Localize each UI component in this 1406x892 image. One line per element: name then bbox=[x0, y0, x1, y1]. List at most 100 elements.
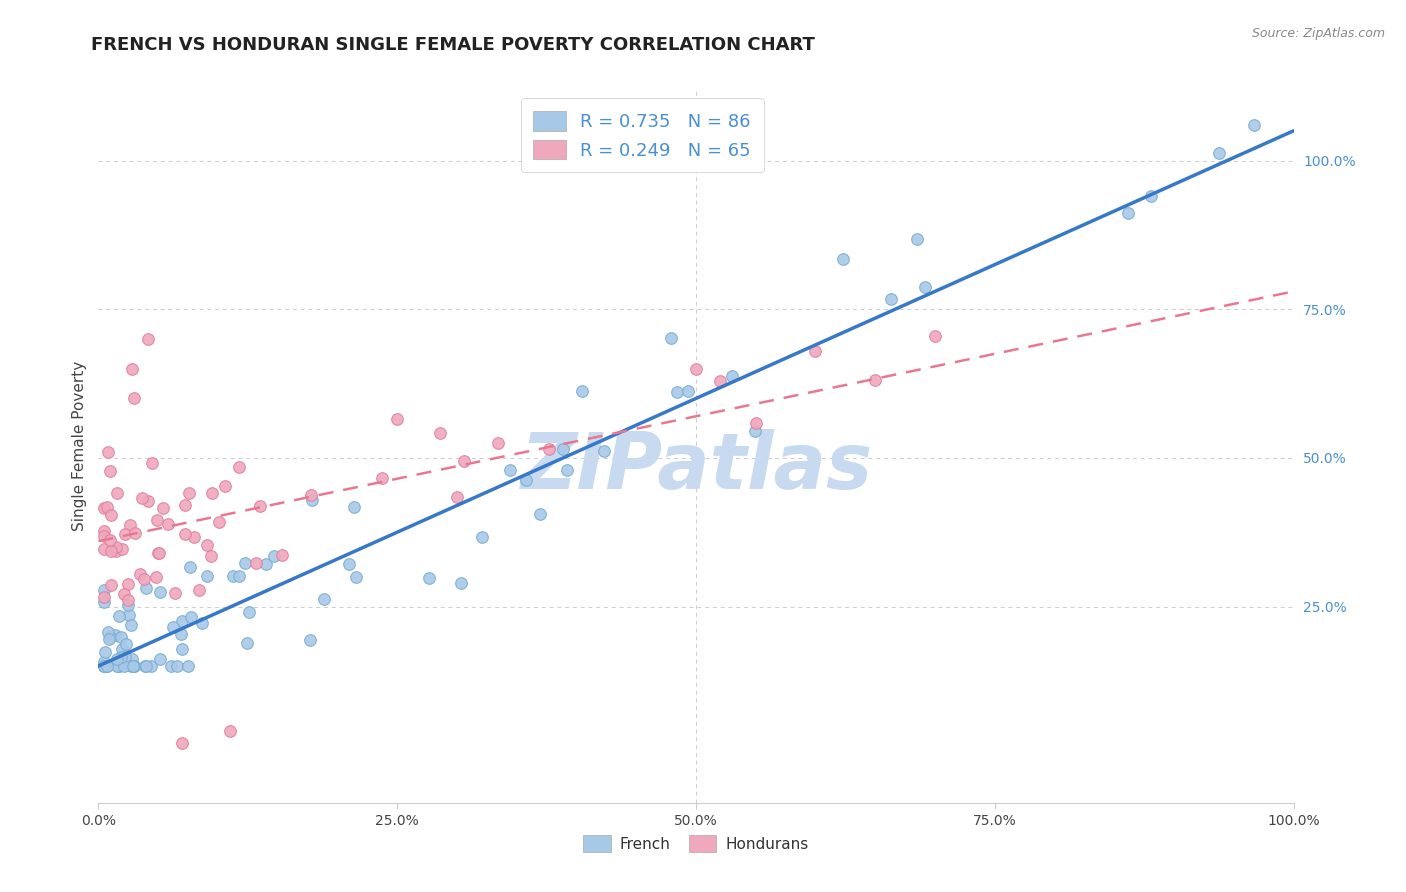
Point bbox=[152, 501, 174, 516]
Point bbox=[114, 659, 136, 673]
Point bbox=[120, 659, 142, 673]
Point bbox=[593, 444, 616, 458]
Point bbox=[418, 571, 440, 585]
Point bbox=[112, 586, 135, 600]
Point bbox=[93, 591, 115, 605]
Point bbox=[1140, 188, 1163, 202]
Point bbox=[228, 460, 250, 475]
Point bbox=[121, 652, 143, 666]
Point bbox=[93, 595, 115, 609]
Point bbox=[104, 544, 127, 558]
Point bbox=[157, 516, 180, 531]
Point bbox=[183, 530, 205, 544]
Point bbox=[111, 542, 134, 557]
Point bbox=[172, 614, 194, 628]
Point bbox=[195, 569, 218, 583]
Point bbox=[180, 610, 202, 624]
Point bbox=[337, 557, 360, 571]
Point bbox=[124, 659, 146, 673]
Point bbox=[98, 630, 121, 644]
Point bbox=[131, 491, 153, 505]
Point bbox=[214, 478, 236, 492]
Point bbox=[179, 559, 201, 574]
Point bbox=[107, 659, 129, 673]
Point bbox=[162, 619, 184, 633]
Point bbox=[471, 530, 494, 544]
Point bbox=[299, 488, 322, 502]
Point bbox=[120, 618, 142, 632]
Point bbox=[1243, 118, 1265, 132]
Point bbox=[371, 471, 394, 485]
Point bbox=[685, 362, 707, 376]
Point bbox=[346, 570, 368, 584]
Point bbox=[905, 232, 928, 246]
Point bbox=[880, 293, 903, 307]
Point bbox=[108, 659, 131, 673]
Text: FRENCH VS HONDURAN SINGLE FEMALE POVERTY CORRELATION CHART: FRENCH VS HONDURAN SINGLE FEMALE POVERTY… bbox=[91, 36, 815, 54]
Point bbox=[177, 659, 200, 673]
Point bbox=[271, 548, 294, 562]
Point bbox=[571, 384, 593, 398]
Point bbox=[191, 615, 214, 630]
Point bbox=[124, 526, 146, 541]
Point bbox=[385, 412, 409, 426]
Point bbox=[93, 659, 115, 673]
Point bbox=[141, 659, 163, 673]
Point bbox=[238, 605, 260, 619]
Point bbox=[499, 463, 522, 477]
Point bbox=[179, 486, 201, 500]
Point bbox=[148, 546, 170, 560]
Point bbox=[129, 566, 152, 581]
Point bbox=[93, 542, 115, 557]
Point bbox=[118, 608, 141, 623]
Point bbox=[117, 577, 139, 591]
Point bbox=[228, 569, 250, 583]
Point bbox=[187, 582, 209, 597]
Point bbox=[96, 658, 118, 673]
Point bbox=[744, 425, 766, 439]
Point bbox=[121, 659, 143, 673]
Point bbox=[172, 736, 194, 750]
Point bbox=[132, 573, 155, 587]
Point bbox=[529, 507, 551, 521]
Point bbox=[93, 655, 115, 669]
Point bbox=[141, 456, 163, 470]
Point bbox=[914, 280, 936, 294]
Point bbox=[236, 636, 259, 650]
Point bbox=[93, 659, 115, 673]
Point bbox=[145, 513, 167, 527]
Point bbox=[100, 508, 122, 522]
Point bbox=[254, 557, 277, 571]
Point bbox=[709, 374, 731, 388]
Point bbox=[93, 583, 115, 598]
Point bbox=[93, 659, 115, 673]
Point bbox=[924, 329, 946, 343]
Point bbox=[98, 533, 121, 547]
Point bbox=[745, 416, 768, 430]
Point bbox=[515, 473, 537, 487]
Legend: French, Hondurans: French, Hondurans bbox=[575, 828, 817, 859]
Point bbox=[249, 499, 271, 513]
Point bbox=[120, 517, 142, 532]
Point bbox=[832, 252, 855, 266]
Point bbox=[659, 331, 682, 345]
Point bbox=[110, 630, 132, 644]
Point bbox=[208, 515, 231, 529]
Point bbox=[551, 442, 574, 457]
Point bbox=[111, 642, 134, 657]
Point bbox=[135, 659, 157, 673]
Point bbox=[245, 556, 267, 570]
Point bbox=[121, 361, 143, 376]
Point bbox=[200, 549, 222, 563]
Point bbox=[93, 524, 115, 538]
Point bbox=[107, 659, 129, 673]
Point bbox=[678, 384, 700, 398]
Point bbox=[107, 485, 129, 500]
Point bbox=[96, 500, 118, 514]
Point bbox=[148, 546, 170, 560]
Point bbox=[299, 633, 322, 648]
Point bbox=[170, 641, 193, 656]
Text: ZIPatlas: ZIPatlas bbox=[520, 429, 872, 506]
Point bbox=[94, 645, 117, 659]
Point bbox=[117, 593, 139, 607]
